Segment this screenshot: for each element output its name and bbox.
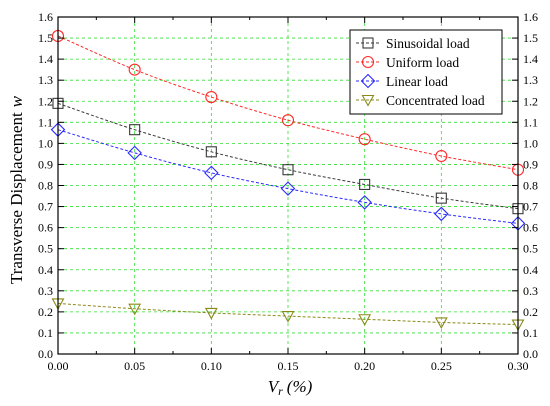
series-concentrated-load: [51, 298, 525, 332]
data-point: [129, 124, 141, 136]
y-tick-label-left: 1.4: [38, 52, 53, 66]
legend-marker: [361, 94, 375, 107]
data-point: [435, 192, 447, 204]
y-tick-label-right: 0.6: [523, 221, 538, 235]
series-layer: [50, 29, 526, 332]
series-line: [57, 102, 519, 210]
y-tick-label-right: 1.1: [523, 115, 538, 129]
series-line: [57, 302, 519, 326]
y-tick-label-right: 1.4: [523, 52, 538, 66]
legend-box: [349, 29, 503, 115]
y-tick-label-left: 1.6: [38, 10, 53, 24]
legend-label: Linear load: [386, 74, 448, 89]
y-tick-label-right: 0.2: [523, 305, 538, 319]
legend-item: Sinusoidal load: [356, 36, 470, 51]
y-axis-symbol: w: [7, 95, 26, 107]
data-point: [205, 146, 217, 158]
y-tick-label-right: 1.5: [523, 31, 538, 45]
y-tick-label-left: 0.7: [38, 200, 53, 214]
y-tick-label-left: 1.0: [38, 136, 53, 150]
legend: Sinusoidal load Uniform load Linear load Co…: [349, 29, 503, 115]
y-tick-label-right: 1.6: [523, 10, 538, 24]
data-point: [281, 114, 295, 127]
data-point: [281, 311, 295, 323]
axes: 0.00 0.05 0.10 0.15 0.20 0.25 0.300.0 0.00.1 0.1…: [38, 10, 538, 373]
legend-item: Uniform load: [356, 55, 459, 70]
data-point: [358, 133, 371, 146]
x-tick-label: 0.25: [431, 359, 452, 373]
y-tick-label-right: 0.0: [523, 347, 538, 361]
y-tick-label-left: 1.1: [38, 115, 53, 129]
data-point: [282, 164, 294, 176]
data-point: [204, 165, 219, 181]
x-axis-title: Vr (%): [268, 377, 313, 398]
legend-marker: [362, 37, 374, 49]
y-tick-label-left: 0.9: [38, 157, 53, 171]
x-tick-label: 0.20: [354, 359, 375, 373]
y-tick-label-right: 0.5: [523, 242, 538, 256]
legend-marker: [360, 73, 376, 89]
y-tick-label-right: 1.3: [523, 73, 538, 87]
legend-label: Sinusoidal load: [386, 36, 470, 51]
legend-label: Uniform load: [386, 55, 459, 70]
y-tick-label-left: 0.3: [38, 284, 53, 298]
legend-marker: [361, 55, 375, 69]
y-tick-label-left: 0.1: [38, 326, 53, 340]
x-tick-label: 0.30: [508, 359, 529, 373]
x-tick-label: 0.15: [278, 359, 299, 373]
data-point: [358, 314, 372, 326]
y-tick-label-left: 0.4: [38, 263, 53, 277]
series-line: [57, 35, 519, 171]
legend-item: Concentrated load: [356, 93, 485, 108]
data-point: [128, 303, 142, 316]
y-tick-label-left: 0.8: [38, 179, 53, 193]
data-point: [434, 317, 448, 330]
x-axis-symbol: V: [268, 377, 281, 396]
legend-item: Linear load: [356, 73, 448, 89]
y-tick-label-left: 0.5: [38, 242, 53, 256]
y-tick-label-left: 0.6: [38, 221, 53, 235]
y-tick-label-right: 0.9: [523, 157, 538, 171]
y-tick-label-left: 1.2: [38, 94, 53, 108]
data-point: [204, 307, 218, 320]
data-point: [435, 149, 448, 163]
x-tick-label: 0.00: [48, 359, 69, 373]
x-tick-label: 0.05: [124, 359, 145, 373]
y-tick-label-right: 0.4: [523, 263, 538, 277]
y-tick-label-right: 1.0: [523, 136, 538, 150]
y-tick-label-right: 0.7: [523, 200, 538, 214]
data-point: [357, 195, 372, 210]
data-point: [434, 206, 449, 222]
x-tick-label: 0.10: [201, 359, 222, 373]
data-point: [359, 178, 371, 190]
y-tick-label-right: 0.8: [523, 179, 538, 193]
x-axis-subscript: r: [278, 384, 283, 398]
y-tick-label-right: 1.2: [523, 94, 538, 108]
legend-label: Concentrated load: [386, 93, 485, 108]
y-axis-title: Transverse Displacement w: [7, 95, 26, 284]
y-axis-label: Transverse Displacement: [7, 112, 26, 284]
series-line: [57, 129, 519, 224]
data-point: [128, 63, 141, 76]
data-point: [205, 90, 218, 104]
data-point: [280, 181, 296, 196]
y-tick-label-right: 0.1: [523, 326, 538, 340]
y-tick-label-right: 0.3: [523, 284, 538, 298]
y-tick-label-left: 1.5: [38, 31, 53, 45]
data-point: [127, 145, 142, 161]
x-axis-unit: (%): [287, 377, 313, 396]
y-tick-label-left: 1.3: [38, 73, 53, 87]
y-tick-label-left: 0.0: [38, 347, 53, 361]
y-tick-label-left: 0.2: [38, 305, 53, 319]
